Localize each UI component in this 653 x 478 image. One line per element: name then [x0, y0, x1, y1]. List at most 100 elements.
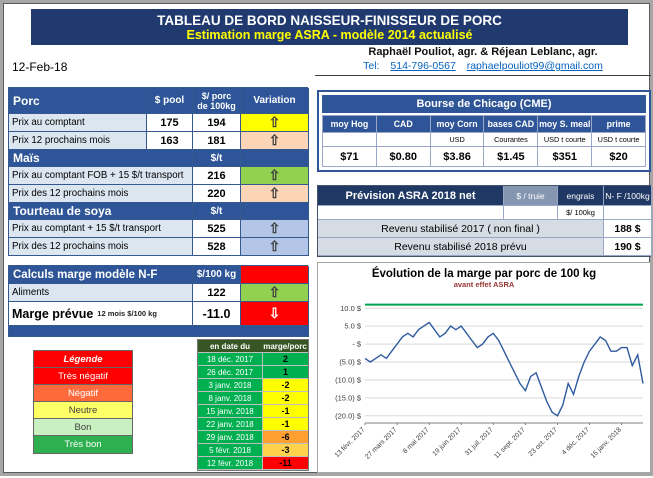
calculs-variation-header-red — [241, 266, 309, 284]
cme-sub-moy-smeal: USD t courte — [538, 133, 593, 147]
porc-col-per100kg-header: $/ porc de 100kg — [193, 88, 241, 114]
porc-12mo-100kg-value: 181 — [193, 132, 241, 150]
asra-col-nf: N- F /100kg — [604, 186, 652, 206]
cme-grid: moy Hog CAD moy Corn bases CAD moy S. me… — [322, 115, 646, 167]
calculs-marge-table: Calculs marge modèle N-F $/100 kg Alimen… — [8, 265, 309, 337]
asra-revenu-2017-label: Revenu stabilisé 2017 ( non final ) — [318, 220, 604, 238]
history-date: 12 févr. 2018 — [198, 457, 262, 470]
history-date: 22 janv. 2018 — [198, 418, 262, 431]
tel-line: Tel: 514-796-0567 raphaelpouliot99@gmail… — [315, 60, 651, 72]
tourteau-spot-label: Prix au comptant + 15 $/t transport — [9, 220, 193, 238]
porc-12mo-pool-value: 163 — [147, 132, 193, 150]
history-col-marge-header: marge/porc — [262, 340, 308, 353]
up-arrow-icon: ⇧ — [241, 220, 309, 238]
y-tick-label: (5.0) $ — [339, 358, 362, 367]
cme-title: Bourse de Chicago (CME) — [322, 95, 646, 113]
porc-col-variation-header: Variation — [241, 88, 309, 114]
porc-table: Porc $ pool $/ porc de 100kg Variation P… — [8, 87, 309, 150]
up-arrow-icon: ⇧ — [241, 132, 309, 150]
history-date: 5 févr. 2018 — [198, 444, 262, 457]
cme-value-prime: $20 — [592, 147, 646, 167]
cme-value-cad: $0.80 — [376, 147, 431, 167]
margin-line-series — [364, 321, 644, 417]
down-arrow-icon: ⇩ — [241, 302, 309, 326]
legend-item-neutre: Neutre — [34, 402, 132, 419]
mais-table: Maïs $/t Prix au comptant FOB + 15 $/t t… — [8, 149, 309, 203]
asra-forecast-table: Prévision ASRA 2018 net $ / truie engrai… — [317, 185, 652, 257]
up-arrow-icon: ⇧ — [241, 284, 309, 302]
tourteau-spot-value: 525 — [193, 220, 241, 238]
asra-forecast-title: Prévision ASRA 2018 net — [318, 186, 504, 206]
report-date: 12-Feb-18 — [12, 60, 68, 74]
up-arrow-icon: ⇧ — [241, 185, 309, 203]
x-tick-label: 19 juin 2017 — [431, 426, 462, 457]
mais-section-title: Maïs — [9, 150, 193, 167]
history-value: -2 — [262, 392, 308, 405]
x-tick-label: 31 juil. 2017 — [464, 426, 495, 457]
x-tick-label: 27 mars 2017 — [364, 426, 398, 460]
phone-link[interactable]: 514-796-0567 — [390, 60, 456, 72]
asra-revenu-2017-value: 188 $ — [604, 220, 652, 238]
up-arrow-icon: ⇧ — [241, 114, 309, 132]
cme-value-bases-cad: $1.45 — [484, 147, 539, 167]
history-date: 15 janv. 2018 — [198, 405, 262, 418]
tourteau-section-title: Tourteau de soya — [9, 203, 193, 220]
asra-revenu-2018-value: 190 $ — [604, 238, 652, 256]
porc-spot-100kg-value: 194 — [193, 114, 241, 132]
history-value: 1 — [262, 366, 308, 379]
marge-prevue-value: -11.0 — [193, 302, 241, 326]
porc-12mo-label: Prix 12 prochains mois — [9, 132, 147, 150]
asra-sub-unit: $/ 100kg — [558, 206, 604, 220]
aliments-label: Aliments — [9, 284, 193, 302]
cme-col-bases-cad: bases CAD — [484, 116, 539, 133]
tourteau-unit-header: $/t — [193, 203, 241, 220]
cme-sub-cad — [376, 133, 431, 147]
tourteau-variation-header-blank — [241, 203, 309, 220]
dashboard-title: TABLEAU DE BORD NAISSEUR-FINISSEUR DE PO… — [157, 12, 502, 28]
tourteau-12mo-label: Prix des 12 prochains mois — [9, 238, 193, 256]
cme-col-cad: CAD — [376, 116, 431, 133]
calculs-unit-header: $/100 kg — [193, 266, 241, 284]
margin-history-table: en date du marge/porc 18 déc. 2017 2 26 … — [197, 339, 309, 471]
calculs-section-title: Calculs marge modèle N-F — [9, 266, 193, 284]
asra-revenu-2018-label: Revenu stabilisé 2018 prévu — [318, 238, 604, 256]
up-arrow-icon: ⇧ — [241, 238, 309, 256]
history-value: -1 — [262, 405, 308, 418]
chart-title: Évolution de la marge par porc de 100 kg — [371, 268, 597, 280]
chart-svg: 10.0 $ 5.0 $ - $ (5.0) $ (10.0) $ (15.0) $ (20… — [334, 303, 644, 461]
cme-col-moy-hog: moy Hog — [323, 116, 377, 133]
history-value: -3 — [262, 444, 308, 457]
cme-sub-prime: USD t courte — [592, 133, 646, 147]
history-date: 18 déc. 2017 — [198, 353, 262, 366]
aliments-value: 122 — [193, 284, 241, 302]
cme-value-moy-corn: $3.86 — [430, 147, 485, 167]
porc-col-per100kg-line1: $/ porc — [201, 90, 232, 101]
y-tick-label: - $ — [352, 340, 362, 349]
cme-col-moy-corn: moy Corn — [430, 116, 485, 133]
dashboard-subtitle: Estimation marge ASRA - modèle 2014 actu… — [186, 27, 473, 42]
cme-sub-bases-cad: Courantes — [484, 133, 539, 147]
tourteau-table: Tourteau de soya $/t Prix au comptant + … — [8, 202, 309, 256]
history-value: -6 — [262, 431, 308, 444]
mais-spot-value: 216 — [193, 167, 241, 185]
legend-item-tres-bon: Très bon — [34, 436, 132, 453]
asra-col-truie: $ / truie — [504, 186, 558, 206]
email-link[interactable]: raphaelpouliot99@gmail.com — [466, 60, 603, 72]
cme-col-moy-smeal: moy S. meal — [538, 116, 593, 133]
calculs-bottom-strip — [9, 326, 309, 337]
y-tick-label: (15.0) $ — [335, 394, 362, 403]
porc-col-pool-header: $ pool — [147, 88, 193, 114]
porc-section-title: Porc — [9, 88, 147, 114]
x-tick-label: 4 déc. 2017 — [561, 426, 591, 456]
y-tick-label: (20.0) $ — [335, 411, 362, 420]
x-tick-label: 23 oct. 2017 — [528, 426, 560, 458]
legend-item-tres-negatif: Très négatif — [34, 368, 132, 385]
chart-subtitle: avant effet ASRA — [453, 280, 515, 289]
chart-plot-area: 10.0 $ 5.0 $ - $ (5.0) $ (10.0) $ (15.0) $ (20… — [319, 295, 651, 473]
history-date: 8 janv. 2018 — [198, 392, 262, 405]
x-tick-label: 8 mai 2017 — [402, 426, 431, 455]
title-banner: TABLEAU DE BORD NAISSEUR-FINISSEUR DE PO… — [31, 9, 628, 45]
mais-12mo-label: Prix des 12 prochains mois — [9, 185, 193, 203]
cme-table: Bourse de Chicago (CME) moy Hog CAD moy … — [317, 90, 651, 172]
